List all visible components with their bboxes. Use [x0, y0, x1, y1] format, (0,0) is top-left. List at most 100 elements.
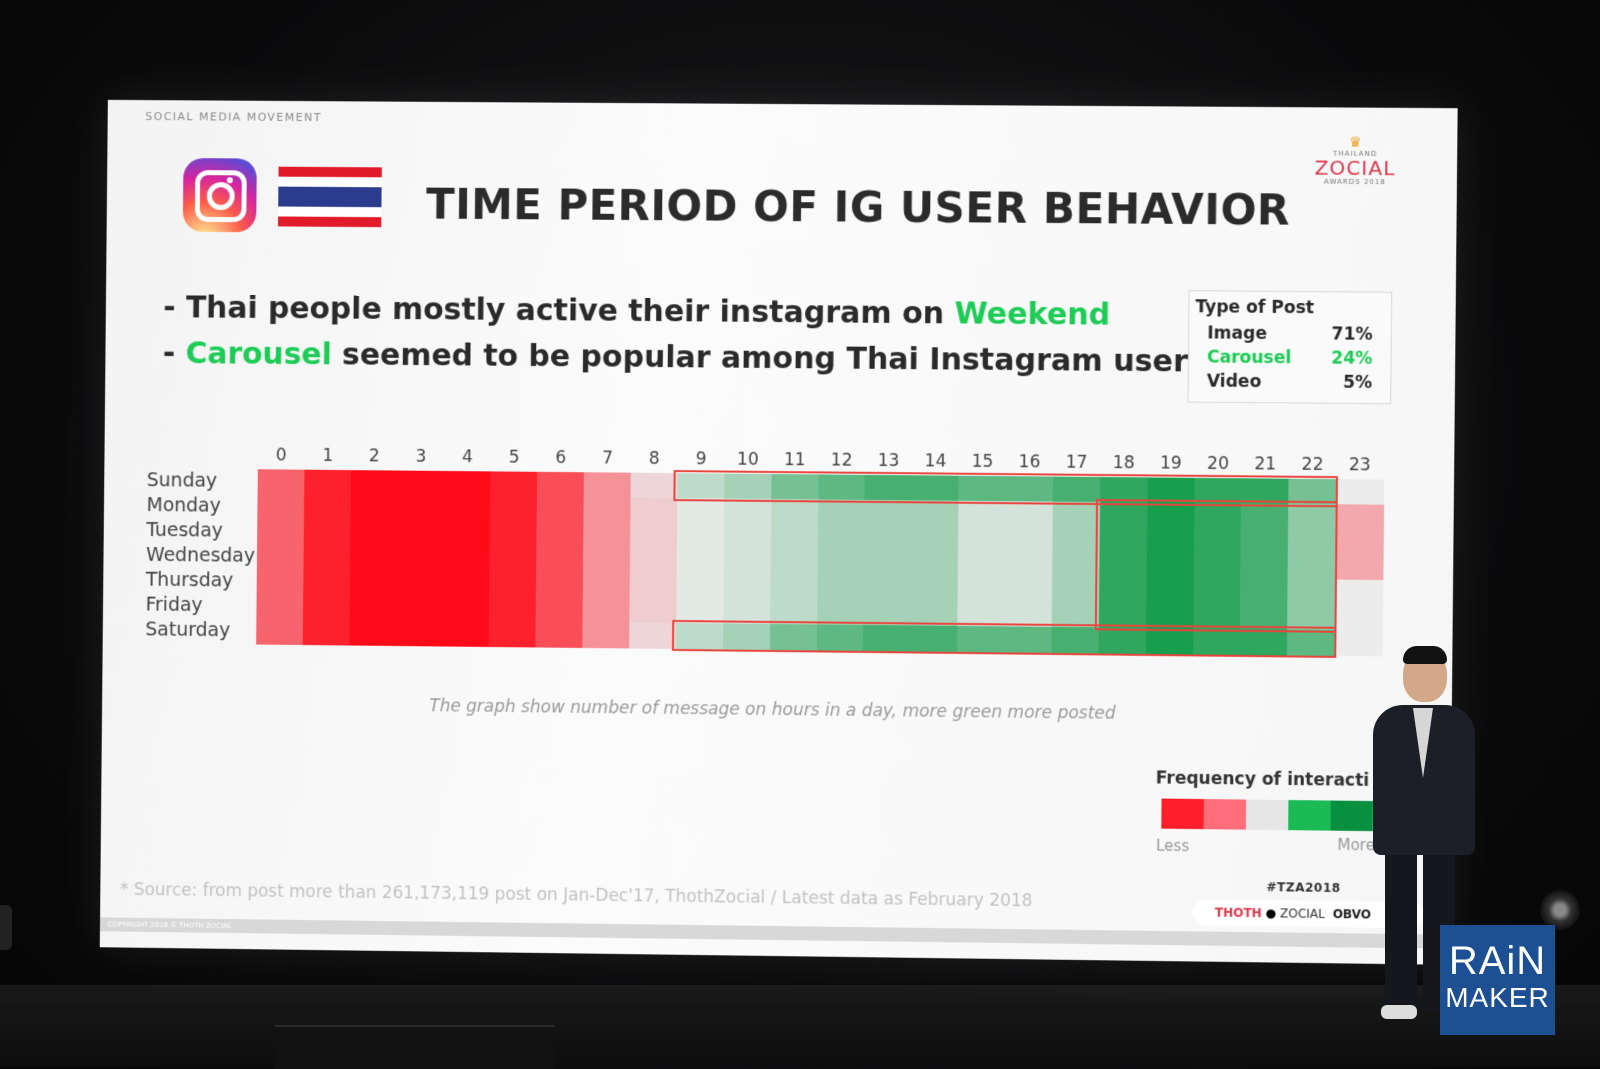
- instagram-icon: [183, 158, 257, 232]
- heatmap-cell: [864, 500, 912, 526]
- hour-label-12: 12: [831, 450, 853, 470]
- zocial-awards-logo: ♛ THAILAND ZOCIAL AWARDS 2018: [1314, 135, 1397, 186]
- bullet-list: - Thai people mostly active their instag…: [163, 285, 1189, 385]
- heatmap-cell: [723, 573, 771, 599]
- source-note: * Source: from post more than 261,173,11…: [120, 880, 1033, 911]
- heatmap-cell: [257, 519, 304, 545]
- slide-title: TIME PERIOD OF IG USER BEHAVIOR: [426, 180, 1290, 235]
- heatmap-cell: [817, 549, 865, 575]
- heatmap-cell: [911, 525, 959, 551]
- heatmap-cell: [582, 622, 630, 648]
- post-type-image: Image 71%: [1207, 323, 1379, 344]
- chart-caption: The graph show number of message on hour…: [429, 696, 1116, 724]
- heatmap-cell: [258, 469, 305, 495]
- day-label-tuesday: Tuesday: [146, 519, 223, 542]
- heatmap-cell: [490, 546, 538, 572]
- heatmap-cell: [442, 621, 489, 647]
- highlight-box: [672, 620, 1337, 658]
- heatmap-cell: [584, 472, 632, 498]
- heatmap-cell: [677, 523, 725, 549]
- heatmap-cell: [630, 523, 678, 549]
- hour-label-14: 14: [925, 451, 947, 471]
- heatmap-cell: [397, 471, 444, 497]
- heatmap-cell: [677, 498, 725, 524]
- heatmap-cell: [1052, 577, 1100, 603]
- heatmap-cell: [724, 524, 772, 550]
- hour-label-13: 13: [878, 451, 900, 471]
- heatmap-cell: [349, 595, 396, 621]
- heatmap-cell: [350, 545, 397, 571]
- heatmap-chart: 0 1 2 3 4 5 6 7 8 9 10 11 12 13 14 15 16 17 18 19 20 21 22 23 Su…: [256, 469, 1383, 655]
- projection-screen: SOCIAL MEDIA MOVEMENT TIME PERIOD OF IG …: [100, 100, 1458, 965]
- heatmap-cell: [443, 571, 490, 597]
- heatmap-cell: [536, 572, 584, 598]
- heatmap-cell: [537, 497, 585, 523]
- heatmap-cell: [396, 545, 443, 571]
- hour-label-11: 11: [784, 450, 806, 470]
- heatmap-cell: [817, 524, 865, 550]
- heatmap-cell: [536, 597, 584, 623]
- heatmap-cell: [630, 498, 678, 524]
- heatmap-cell: [911, 575, 959, 601]
- heatmap-cell: [489, 571, 537, 597]
- rainmaker-logo: RAiN MAKER: [1440, 925, 1555, 1035]
- heatmap-cell: [351, 470, 398, 496]
- hour-label-22: 22: [1302, 455, 1324, 475]
- heatmap-cell: [584, 497, 632, 523]
- day-label-sunday: Sunday: [147, 469, 218, 492]
- hour-label-5: 5: [509, 448, 520, 468]
- hour-label-3: 3: [415, 447, 426, 467]
- post-type-carousel: Carousel 24%: [1207, 347, 1379, 368]
- heatmap-cell: [1052, 552, 1100, 578]
- heatmap-cell: [350, 570, 397, 596]
- heatmap-cell: [629, 622, 677, 648]
- hour-label-20: 20: [1207, 454, 1229, 474]
- heatmap-cell: [257, 494, 304, 520]
- heatmap-cell: [1336, 479, 1384, 505]
- heatmap-cell: [396, 570, 443, 596]
- hour-label-2: 2: [369, 446, 380, 466]
- heatmap-cell: [583, 572, 631, 598]
- section-label: SOCIAL MEDIA MOVEMENT: [145, 110, 322, 124]
- heatmap-cell: [958, 576, 1006, 602]
- hashtag: #TZA2018: [1266, 880, 1340, 895]
- heatmap-cell: [537, 522, 585, 548]
- heatmap-cell: [303, 544, 350, 570]
- heatmap-cell: [724, 499, 772, 525]
- post-type-box: Type of Post Image 71% Carousel 24% Vide…: [1188, 290, 1393, 404]
- heatmap-cell: [1005, 501, 1053, 527]
- stage-light-left: [0, 905, 12, 950]
- heatmap-cell: [257, 544, 304, 570]
- heatmap-cell: [443, 546, 490, 572]
- heatmap-cell: [490, 521, 538, 547]
- heatmap-cell: [303, 594, 350, 620]
- crown-icon: ♛: [1314, 135, 1397, 150]
- heatmap-cell: [1005, 526, 1053, 552]
- heatmap-cell: [630, 473, 678, 499]
- hour-label-17: 17: [1066, 453, 1088, 473]
- post-type-video: Video 5%: [1207, 372, 1379, 394]
- day-label-saturday: Saturday: [145, 618, 230, 641]
- hour-label-4: 4: [462, 447, 473, 467]
- heatmap-cell: [256, 619, 303, 645]
- heatmap-cell: [583, 547, 631, 573]
- heatmap-cell: [396, 595, 443, 621]
- heatmap-cell: [350, 495, 397, 521]
- thailand-flag-icon: [278, 167, 382, 228]
- legend-less-label: Less: [1156, 837, 1189, 855]
- heatmap-cell: [396, 620, 443, 646]
- heatmap-cell: [958, 501, 1006, 527]
- heatmap-cell: [1335, 554, 1383, 580]
- heatmap-cell: [489, 596, 537, 622]
- heatmap-cell: [256, 594, 303, 620]
- day-label-thursday: Thursday: [146, 569, 234, 592]
- heatmap-cell: [583, 597, 631, 623]
- heatmap-cell: [723, 548, 771, 574]
- heatmap-cell: [911, 550, 959, 576]
- heatmap-cell: [536, 547, 584, 573]
- hour-label-9: 9: [696, 449, 707, 469]
- legend-title: Frequency of interacti: [1156, 768, 1370, 791]
- heatmap-cell: [443, 596, 490, 622]
- hour-label-15: 15: [972, 452, 994, 472]
- heatmap-cell: [397, 495, 444, 521]
